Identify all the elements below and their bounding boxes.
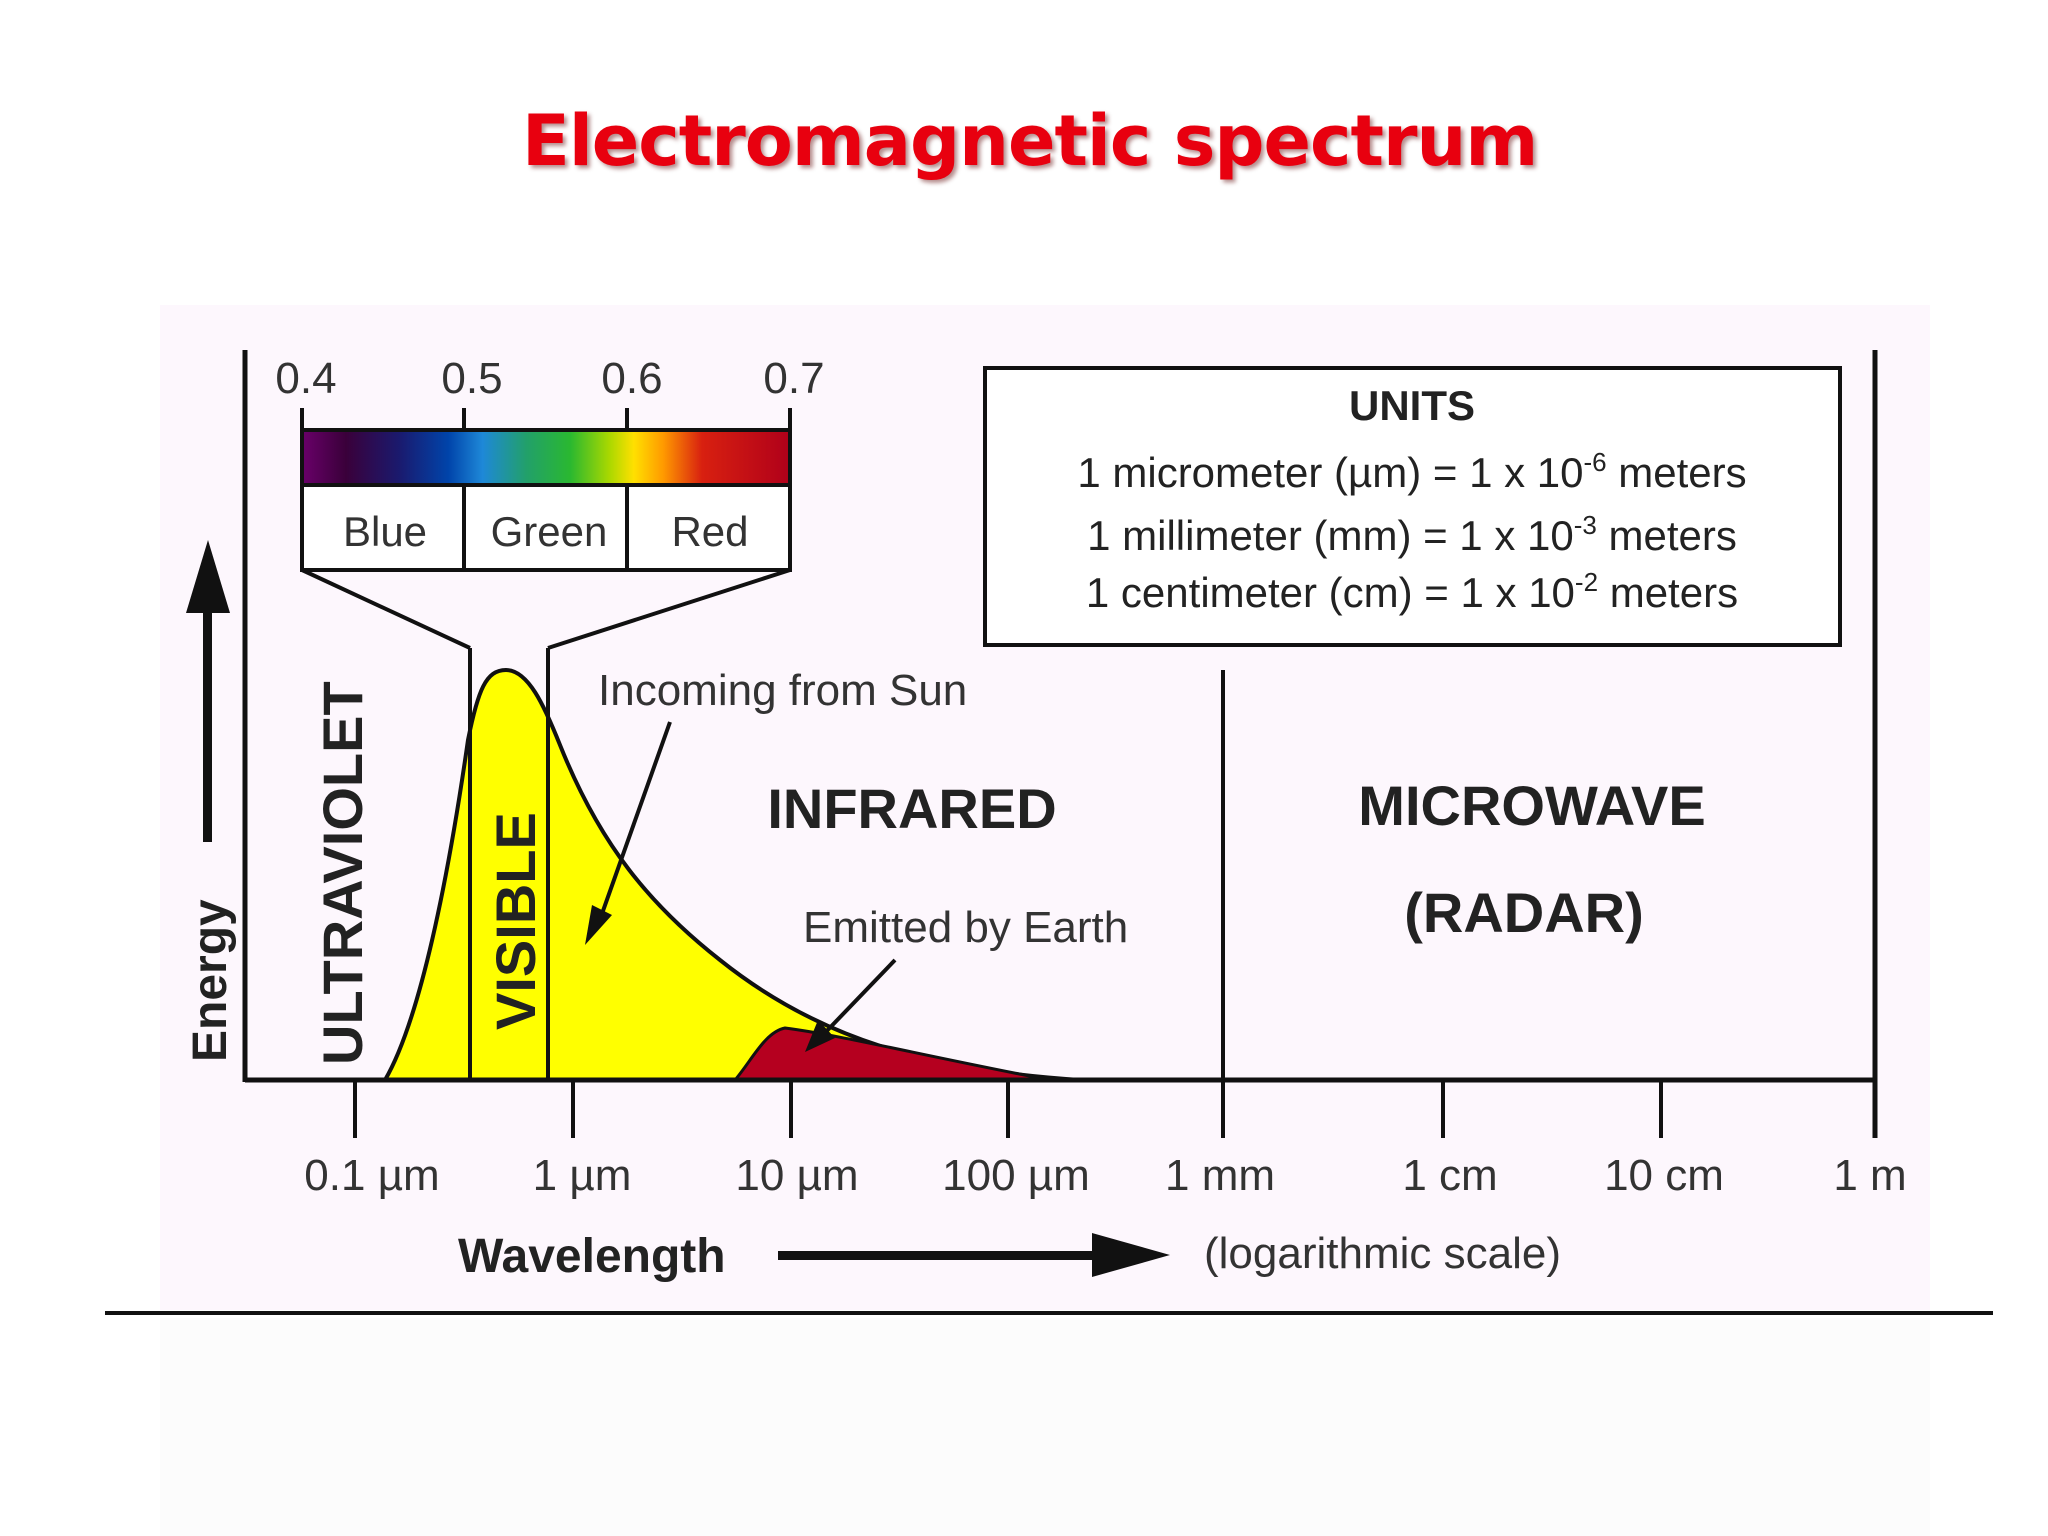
- visible-zoom-connector: [301, 568, 471, 650]
- region-label-radar: (RADAR): [1404, 881, 1644, 944]
- visible-tick-label: 0.4: [275, 354, 336, 403]
- x-tick-label: 1 mm: [1165, 1151, 1275, 1200]
- annotation-emitted-earth: Emitted by Earth: [803, 903, 1128, 952]
- sun-emission-curve: [381, 667, 1081, 1082]
- visible-tick-label: 0.6: [601, 354, 662, 403]
- wavelength-arrow-shaft: [778, 1251, 1098, 1260]
- units-heading: UNITS: [1349, 382, 1475, 429]
- annotation-incoming-sun: Incoming from Sun: [598, 666, 967, 715]
- x-axis-scale-note: (logarithmic scale): [1204, 1229, 1561, 1278]
- energy-arrow-shaft: [203, 610, 212, 842]
- region-label-microwave: MICROWAVE: [1358, 774, 1705, 837]
- slide-title: Electromagnetic spectrum: [522, 100, 1538, 182]
- units-box: [983, 366, 1842, 647]
- lower-panel: [160, 1318, 1930, 1536]
- arrowhead-icon: [585, 905, 612, 945]
- x-axis-label: Wavelength: [458, 1230, 726, 1283]
- unit-row: 1 millimeter (mm) = 1 x 10-3 meters: [1087, 510, 1737, 559]
- unit-row: 1 centimeter (cm) = 1 x 10-2 meters: [1086, 567, 1738, 616]
- band-label-green: Green: [491, 508, 608, 555]
- region-label-infrared: INFRARED: [767, 777, 1056, 840]
- wavelength-arrow-icon: [1092, 1233, 1170, 1277]
- energy-arrow-icon: [186, 540, 230, 613]
- x-tick-label: 1 µm: [533, 1151, 632, 1200]
- band-label-red: Red: [671, 508, 748, 555]
- visible-spectrum-bar: [302, 430, 790, 485]
- visible-tick-label: 0.5: [441, 354, 502, 403]
- region-label-ultraviolet: ULTRAVIOLET: [311, 681, 374, 1065]
- region-label-visible: VISIBLE: [484, 812, 547, 1030]
- band-label-blue: Blue: [343, 508, 427, 555]
- x-tick-label: 1 cm: [1402, 1151, 1497, 1200]
- x-tick-label: 10 cm: [1604, 1151, 1724, 1200]
- visible-tick-label: 0.7: [763, 354, 824, 403]
- visible-zoom-connector-right: [547, 568, 791, 650]
- unit-row: 1 micrometer (µm) = 1 x 10-6 meters: [1077, 447, 1746, 496]
- x-tick-label: 1 m: [1833, 1151, 1906, 1200]
- annotation-pointer-earth: [818, 958, 897, 1040]
- annotation-pointer-sun: [596, 721, 672, 926]
- x-tick-label: 10 µm: [735, 1151, 858, 1200]
- x-tick-label: 0.1 µm: [304, 1151, 439, 1200]
- y-axis-label: Energy: [184, 899, 237, 1062]
- arrowhead-icon: [805, 1020, 835, 1052]
- x-tick-label: 100 µm: [942, 1151, 1090, 1200]
